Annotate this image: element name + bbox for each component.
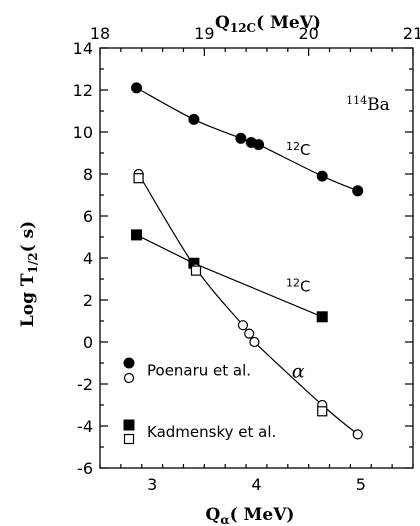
- x-axis-label-bottom-base: Q: [206, 505, 221, 525]
- curve-label-element: C: [300, 278, 310, 296]
- panel-label: 114Ba: [346, 94, 390, 115]
- y-tick-label: 14: [73, 39, 93, 58]
- y-axis-label-unit: ( s): [18, 221, 38, 253]
- filled-square-marker: [316, 311, 328, 323]
- x-tick-label-top: 19: [194, 24, 214, 43]
- series-line: [138, 173, 359, 435]
- curve-label-alpha: α: [292, 361, 305, 383]
- panel-label-element: Ba: [367, 95, 390, 115]
- x-tick-label-top: 20: [298, 24, 318, 43]
- axis-ticks: [99, 47, 414, 469]
- filled-circle-marker: [123, 357, 135, 369]
- open-square-marker: [133, 173, 144, 184]
- open-circle-marker: [244, 328, 255, 339]
- y-tick-label: 8: [83, 165, 93, 184]
- filled-square-marker: [131, 229, 143, 241]
- filled-circle-marker: [253, 139, 265, 151]
- curve-label-12c: 12C: [286, 140, 310, 159]
- open-circle-marker: [123, 372, 135, 384]
- panel-label-mass: 114: [346, 94, 367, 107]
- y-tick-label: 6: [83, 207, 93, 226]
- x-tick-label-bottom: 3: [147, 475, 157, 494]
- filled-circle-marker: [235, 132, 247, 144]
- axis-tick-labels: -6 -4 -2 0 2 4 6 8 10 12 14 3 4 5 18 19 20 21: [73, 24, 420, 494]
- curve-label-mass: 12: [286, 277, 300, 290]
- legend-label: Kadmensky et al.: [147, 423, 276, 441]
- open-circle-marker: [352, 429, 363, 440]
- x-axis-label-bottom: Qα( MeV): [206, 505, 295, 526]
- y-tick-label: 12: [73, 81, 93, 100]
- open-circle-marker: [249, 336, 260, 348]
- filled-square-marker: [123, 419, 135, 431]
- x-axis-label-top-base: Q: [215, 13, 230, 33]
- curve-label-mass: 12: [286, 140, 300, 153]
- y-tick-label: 4: [83, 249, 93, 268]
- curve-label-12c: 12C: [286, 277, 310, 296]
- y-tick-label: 0: [83, 333, 93, 352]
- y-tick-label: -2: [77, 375, 93, 394]
- y-tick-label: 10: [73, 123, 93, 142]
- y-tick-label: 2: [83, 291, 93, 310]
- x-axis-label-bottom-sub: α: [220, 513, 229, 526]
- filled-circle-marker: [316, 170, 328, 182]
- y-tick-label: -4: [77, 417, 93, 436]
- x-axis-label-top-unit: ( MeV): [256, 13, 321, 33]
- y-tick-label: -6: [77, 459, 93, 478]
- curve-label-element: C: [300, 141, 310, 159]
- y-axis-label-sub: 1/2: [26, 252, 40, 273]
- x-axis-label-top: Q12C( MeV): [215, 13, 321, 35]
- open-circle-marker: [237, 320, 249, 331]
- filled-circle-marker: [188, 113, 200, 125]
- x-tick-label-bottom: 5: [356, 475, 366, 494]
- legend-label: Poenaru et al.: [147, 362, 251, 380]
- legend: Poenaru et al. Kadmensky et al.: [123, 357, 276, 445]
- x-tick-label-top: 18: [90, 24, 110, 43]
- open-square-marker: [123, 433, 135, 445]
- open-square-marker: [317, 406, 328, 417]
- filled-circle-marker: [352, 185, 364, 197]
- y-axis-label: Log T1/2( s): [18, 221, 40, 327]
- open-square-marker: [190, 265, 202, 276]
- filled-circle-marker: [131, 82, 143, 94]
- x-axis-label-top-sub: 12C: [230, 21, 256, 35]
- x-tick-label-top: 21: [403, 24, 420, 43]
- plot-frame: [99, 47, 414, 469]
- series-markers: [131, 82, 364, 440]
- y-axis-label-base: Log T: [18, 273, 38, 327]
- x-axis-label-bottom-unit: ( MeV): [230, 505, 295, 525]
- x-tick-label-bottom: 4: [251, 475, 261, 494]
